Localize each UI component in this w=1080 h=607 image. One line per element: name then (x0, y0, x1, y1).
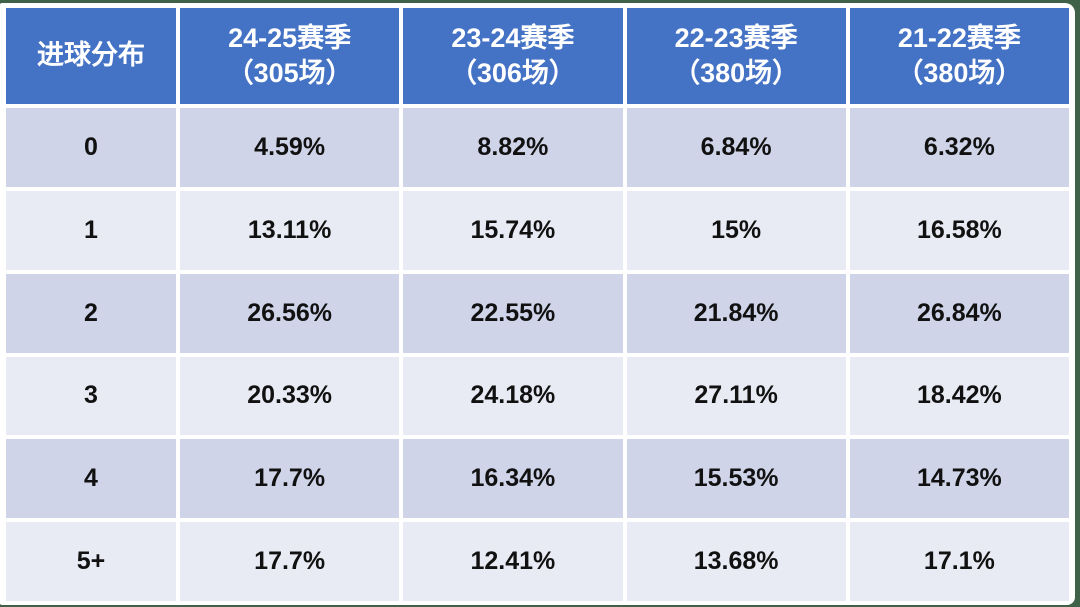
row-label-goals-1: 1 (6, 190, 176, 270)
percentage-cell: 13.68% (626, 522, 846, 601)
percentage-cell: 26.84% (849, 273, 1069, 353)
column-header-season-24-25: 24-25赛季 （305场） (180, 8, 400, 104)
row-label-goals-3: 3 (6, 356, 176, 436)
percentage-cell: 4.59% (180, 108, 400, 187)
percentage-cell: 6.32% (849, 108, 1069, 187)
percentage-cell: 22.55% (403, 273, 623, 353)
season-match-count: （380场） (896, 58, 1023, 88)
percentage-cell: 15.53% (626, 439, 846, 519)
percentage-cell: 15% (626, 190, 846, 270)
percentage-cell: 21.84% (626, 273, 846, 353)
percentage-cell: 16.58% (849, 190, 1069, 270)
percentage-cell: 12.41% (403, 522, 623, 601)
goal-distribution-table: 进球分布 24-25赛季 （305场） 23-24赛季 （306场） 22-23… (6, 8, 1069, 601)
percentage-cell: 20.33% (180, 356, 400, 436)
percentage-cell: 8.82% (403, 108, 623, 187)
percentage-cell: 16.34% (403, 439, 623, 519)
season-match-count: （306场） (449, 58, 576, 88)
column-header-season-21-22: 21-22赛季 （380场） (849, 8, 1069, 104)
percentage-cell: 26.56% (180, 273, 400, 353)
percentage-cell: 13.11% (180, 190, 400, 270)
column-header-season-23-24: 23-24赛季 （306场） (403, 8, 623, 104)
percentage-cell: 15.74% (403, 190, 623, 270)
season-title: 22-23赛季 (674, 22, 798, 53)
column-header-goal-distribution: 进球分布 (6, 8, 176, 104)
season-title: 21-22赛季 (897, 22, 1021, 53)
percentage-cell: 17.7% (180, 439, 400, 519)
percentage-cell: 24.18% (403, 356, 623, 436)
percentage-cell: 14.73% (849, 439, 1069, 519)
row-label-goals-4: 4 (6, 439, 176, 519)
percentage-cell: 17.1% (849, 522, 1069, 601)
percentage-cell: 27.11% (626, 356, 846, 436)
season-match-count: （305场） (226, 58, 353, 88)
season-title: 23-24赛季 (451, 22, 575, 53)
row-label-goals-2: 2 (6, 273, 176, 353)
column-header-season-22-23: 22-23赛季 （380场） (626, 8, 846, 104)
percentage-cell: 18.42% (849, 356, 1069, 436)
percentage-cell: 17.7% (180, 522, 400, 601)
goal-distribution-label: 进球分布 (37, 40, 145, 71)
season-title: 24-25赛季 (228, 22, 352, 53)
percentage-cell: 6.84% (626, 108, 846, 187)
table-card: 进球分布 24-25赛季 （305场） 23-24赛季 （306场） 22-23… (0, 3, 1075, 605)
season-match-count: （380场） (673, 58, 800, 88)
row-label-goals-5plus: 5+ (6, 522, 176, 601)
row-label-goals-0: 0 (6, 108, 176, 187)
